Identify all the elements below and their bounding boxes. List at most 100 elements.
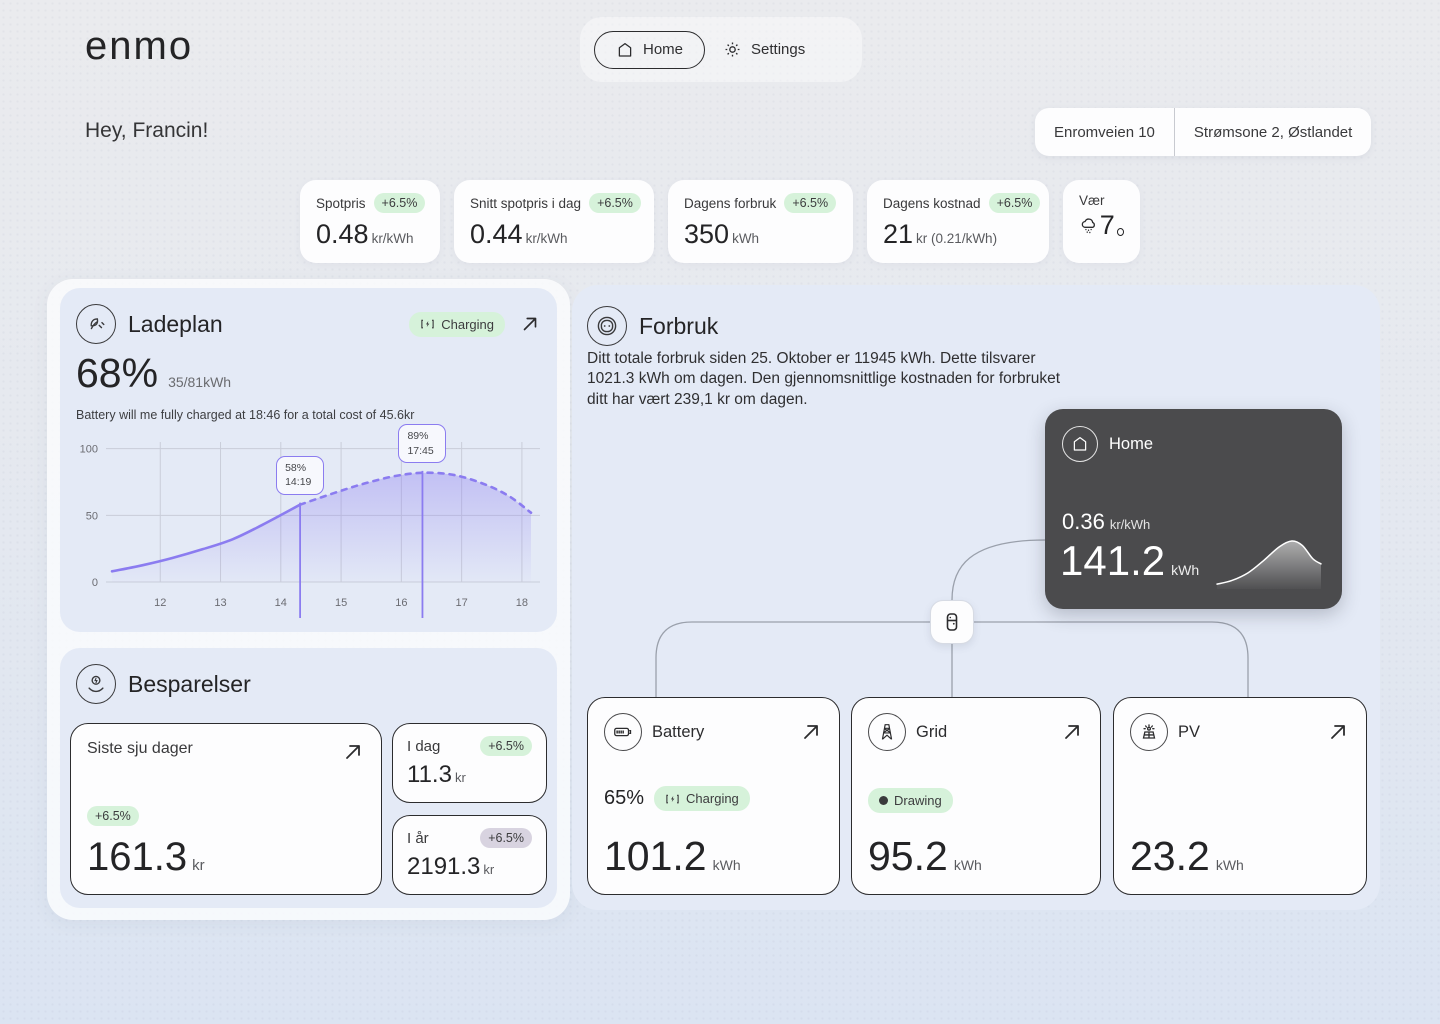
battery-percent: 65% [604,787,645,809]
battery-card[interactable]: Battery 65% Charging 101.2 kWh [587,697,840,895]
svg-text:16: 16 [395,597,407,609]
svg-text:100: 100 [80,444,98,456]
stat-dagens-forbruk: Dagens forbruk +6.5% 350 kWh [668,180,853,263]
home-energy-value: 141.2 kWh [1060,537,1200,584]
battery-status-row: 65% Charging [604,786,750,811]
forbruk-title: Forbruk [639,312,719,339]
charge-note: Battery will me fully charged at 18:46 f… [76,408,415,422]
trend-badge: +6.5% [784,193,837,213]
home-icon [618,42,632,57]
pv-label: PV [1178,722,1201,741]
rain-cloud-icon [1081,217,1095,233]
ladeplan-expand-button[interactable] [519,313,541,335]
svg-text:14: 14 [275,597,287,609]
stat-spotpris: Spotpris +6.5% 0.48 kr/kWh [300,180,440,263]
grid-label: Grid [916,722,948,741]
battery-icon [604,713,642,751]
stat-label: Spotpris [316,195,366,211]
savings-today-card: I dag +6.5% 11.3 kr [392,723,547,803]
degree-icon [1116,227,1124,236]
nav-settings-label: Settings [751,41,806,58]
savings-today-label: I dag [407,737,441,755]
savings-week-card[interactable]: Siste sju dager +6.5% 161.3 kr [70,723,382,895]
soc-capacity: 35/81kWh [168,374,232,390]
pv-card[interactable]: PV 23.2 kWh [1113,697,1367,895]
grid-drawing-badge: Drawing [868,788,953,813]
svg-text:12: 12 [154,597,166,609]
battery-expand-button[interactable] [799,720,823,744]
ladeplan-card: Ladeplan Charging 68% 35/81kWh Battery w… [60,288,557,632]
arrow-up-right-icon [523,317,537,331]
charge-plan-chart: 0 50 100 12 13 14 15 16 17 18 58% 14:19 89% 17:45 [68,423,548,622]
grid-energy-value: 95.2 kWh [868,833,982,879]
arrow-up-right-icon [1331,725,1345,739]
trend-badge: +6.5% [373,193,426,213]
stat-weather: Vær 7 [1063,180,1140,263]
soc-percent: 68% [76,350,159,396]
stat-value: 21 kr (0.21/kWh) [883,219,998,249]
charging-badge: Charging [409,311,505,337]
grid-status-row: Drawing [868,788,953,813]
savings-year-label: I år [407,829,429,847]
arrow-up-right-icon [804,725,818,739]
battery-charging-icon [421,319,434,329]
home-consumption-card: Home 0.36 kr/kWh 141.2 kWh [1045,409,1342,609]
grid-expand-button[interactable] [1060,720,1084,744]
stat-label: Vær [1079,193,1105,208]
stat-value: 0.44 kr/kWh [470,219,568,249]
main-nav: Home Settings [580,17,862,82]
brand-logo: enmo [85,24,194,68]
home-sparkline-chart [1216,540,1322,589]
gear-icon [725,42,740,57]
weather-value: 7 [1079,210,1124,241]
nav-home-button[interactable]: Home [594,30,706,69]
arrow-up-right-icon [346,745,360,759]
svg-text:15: 15 [335,597,347,609]
savings-week-expand-button[interactable] [341,740,365,764]
trend-badge: +6.5% [87,806,139,826]
besparelser-card: Besparelser Siste sju dager +6.5% 161.3 k… [60,648,557,908]
savings-week-label: Siste sju dager [87,740,193,757]
besparelser-header: Besparelser [76,664,251,704]
arrow-up-right-icon [1065,725,1079,739]
svg-text:50: 50 [86,510,98,522]
battery-charging-icon [666,794,679,803]
address-label: Enromveien 10 [1054,123,1155,141]
svg-text:18: 18 [516,597,528,609]
trend-badge: +6.5% [589,193,641,213]
chart-tooltip: 58% 14:19 [276,455,325,496]
pv-expand-button[interactable] [1326,720,1350,744]
battery-charging-badge: Charging [654,786,750,811]
svg-text:13: 13 [214,597,226,609]
trend-badge: +6.5% [988,193,1041,213]
nav-settings-button[interactable]: Settings [723,40,805,59]
grid-card[interactable]: Grid Drawing 95.2 kWh [851,697,1101,895]
home-icon [1062,426,1098,462]
forbruk-description: Ditt totale forbruk siden 25. Oktober er… [587,350,1061,408]
battery-energy-value: 101.2 kWh [604,833,741,879]
stat-snitt-spotpris: Snitt spotpris i dag +6.5% 0.44 kr/kWh [454,180,654,263]
trend-badge: +6.5% [480,736,532,756]
trend-badge: +6.5% [480,828,532,848]
savings-icon [76,664,116,704]
besparelser-title: Besparelser [128,670,251,697]
soc-readout: 68% 35/81kWh [76,350,231,397]
svg-text:0: 0 [92,577,98,589]
stat-dagens-kostnad: Dagens kostnad +6.5% 21 kr (0.21/kWh) [867,180,1049,263]
inverter-node [930,600,974,644]
stat-label: Snitt spotpris i dag [470,195,582,211]
stats-row: Spotpris +6.5% 0.48 kr/kWh Snitt spotpris … [300,180,1140,263]
location-pill: Enromveien 10 Strømsone 2, Østlandet [1035,108,1372,156]
home-label: Home [1109,434,1154,453]
ladeplan-title: Ladeplan [128,310,223,337]
forbruk-header: Forbruk [587,306,718,346]
pv-energy-value: 23.2 kWh [1130,833,1244,879]
savings-week-value: 161.3 kr [87,835,205,879]
price-zone-label: Strømsone 2, Østlandet [1193,123,1353,141]
chart-tooltip: 89% 17:45 [398,423,447,464]
stat-value: 350 kWh [684,219,760,249]
status-dot-icon [879,796,888,805]
pylon-icon [868,713,906,751]
inverter-icon [946,613,958,631]
savings-today-value: 11.3 kr [407,761,466,788]
